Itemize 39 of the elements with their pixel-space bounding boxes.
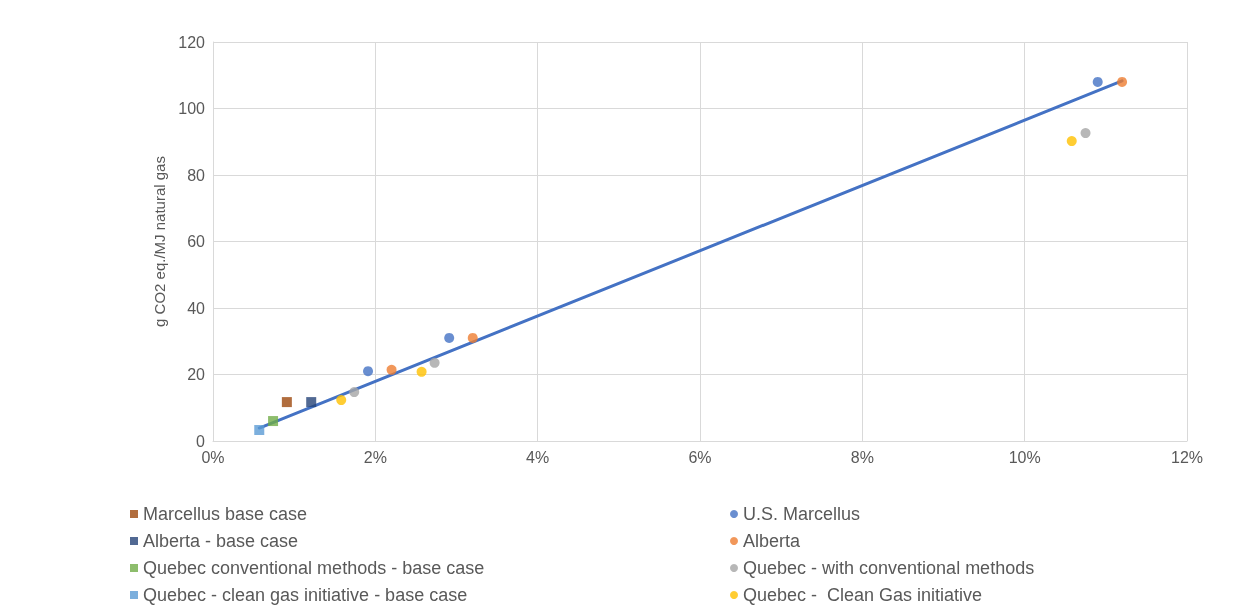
point: [386, 364, 397, 375]
point: [363, 366, 374, 377]
legend-label: Quebec - clean gas initiative - base case: [143, 585, 468, 605]
y-tick-label: 60: [187, 233, 206, 250]
point: [254, 425, 265, 436]
point: [1117, 76, 1128, 87]
y-tick-label: 120: [178, 33, 206, 51]
point: [429, 357, 440, 368]
point: [1092, 76, 1103, 87]
x-tick-label: 4%: [526, 448, 550, 466]
legend-label: Alberta: [743, 531, 802, 551]
point: [1080, 128, 1091, 139]
y-tick-label: 0: [196, 432, 206, 450]
point: [444, 332, 455, 343]
point: [306, 397, 317, 408]
x-tick-label: 12%: [1170, 448, 1204, 466]
y-tick-label: 100: [178, 100, 206, 117]
legend-label: U.S. Marcellus: [743, 504, 861, 524]
x-tick-label: 0%: [201, 448, 225, 466]
point: [467, 332, 478, 343]
legend-label: Quebec - with conventional methods: [743, 558, 1035, 578]
x-tick-label: 8%: [850, 448, 874, 466]
legend-label: Alberta - base case: [143, 531, 299, 551]
y-tick-label: 40: [187, 299, 206, 317]
x-tick-label: 6%: [688, 448, 712, 466]
point: [416, 366, 427, 377]
point: [268, 416, 279, 427]
point: [1066, 136, 1077, 147]
legend-label: Marcellus base case: [143, 504, 308, 524]
legend-label: Quebec conventional methods - base case: [143, 558, 485, 578]
point: [281, 397, 292, 408]
y-tick-label: 80: [187, 166, 206, 184]
x-tick-label: 2%: [363, 448, 387, 466]
x-tick-label: 10%: [1008, 448, 1041, 466]
legend-label: Quebec - Clean Gas initiative: [743, 585, 983, 605]
y-tick-label: 20: [187, 366, 206, 383]
point: [349, 387, 360, 398]
point: [336, 395, 347, 406]
y-axis-title: g CO2 eq./MJ natural gas: [151, 156, 169, 327]
